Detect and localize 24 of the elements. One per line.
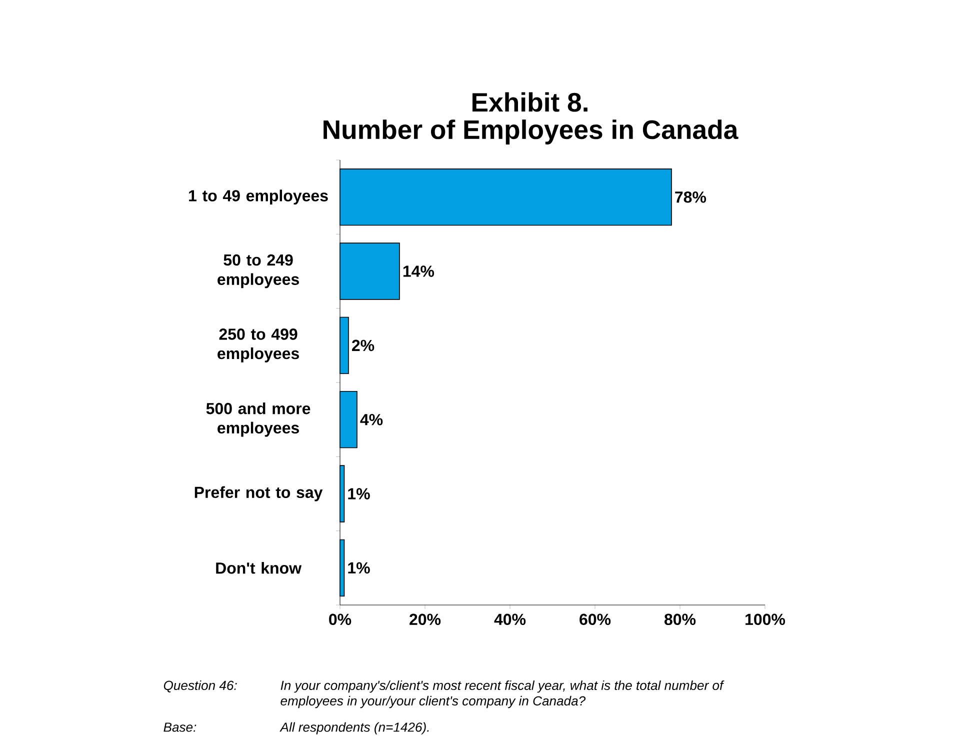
data-label: 1% [348, 562, 370, 574]
data-label: 14% [403, 265, 434, 277]
data-label: 1% [348, 488, 370, 500]
data-label: 2% [352, 340, 374, 351]
text: Base: [164, 722, 196, 732]
data-label: 78% [675, 191, 706, 203]
x-tick-label: 80% [664, 614, 696, 625]
y-tick-label: 1 to 49 employees [189, 189, 328, 204]
text: In your company's/client's most recent fiscal year, what is the total number of employees in your/your client's company in Canada? [280, 680, 724, 708]
y-tick-label: Prefer not to say [194, 486, 323, 502]
text: All respondents (n=1426). [280, 722, 429, 734]
x-tick-label: 100% [746, 614, 786, 625]
x-tick-label: 60% [580, 614, 611, 625]
y-tick-label: Don't know [216, 562, 302, 574]
text: Question 46: [164, 680, 237, 692]
chart-subtitle: Number of Employees in Canada [324, 119, 738, 144]
chart-title: Exhibit 8. [472, 92, 588, 112]
x-tick-label: 0% [329, 614, 352, 625]
y-tick-label: 50 to 249 employees [218, 254, 299, 288]
x-tick-label: 20% [410, 614, 441, 625]
y-tick-label: 250 to 499 employees [218, 328, 299, 362]
data-label: 4% [360, 414, 383, 426]
x-tick-label: 40% [494, 614, 526, 625]
y-tick-label: 500 and more employees [206, 402, 310, 437]
